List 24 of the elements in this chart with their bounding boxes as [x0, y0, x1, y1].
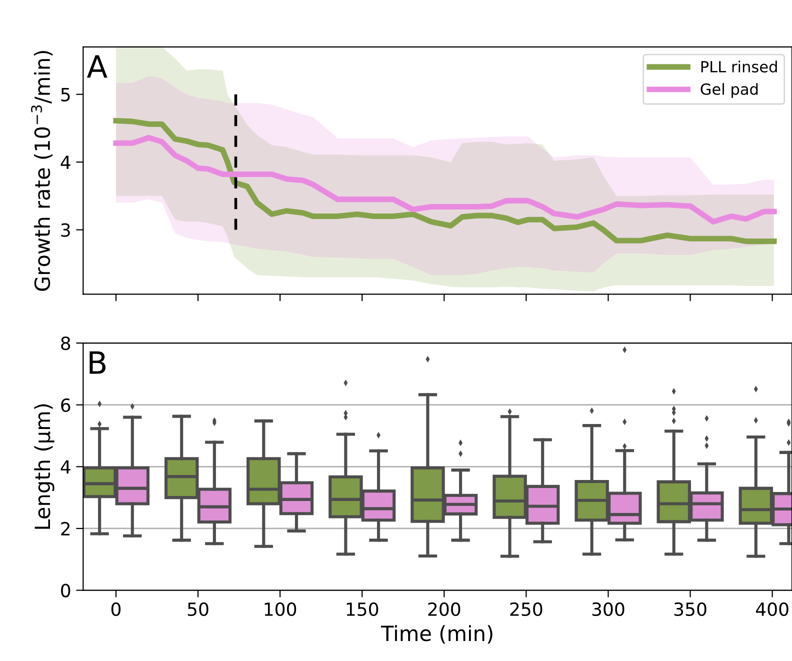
y-tick-label: 4	[60, 156, 70, 169]
y-tick-label: 6	[61, 398, 70, 412]
x-tick-label: 400	[756, 602, 788, 616]
x-tick-label: 150	[346, 602, 378, 616]
y-axis-title: Length (μm)	[34, 404, 54, 529]
legend-label: Gel pad	[700, 83, 758, 98]
y-tick-label: 2	[61, 522, 70, 536]
x-tick-label: 50	[188, 602, 208, 616]
y-tick-label: 4	[60, 460, 70, 474]
y-tick-label: 8	[61, 336, 70, 350]
legend-label: PLL rinsed	[701, 60, 777, 73]
y-tick-label: 3	[61, 223, 70, 237]
annotation: B	[90, 351, 106, 374]
annotation: A	[86, 55, 108, 78]
y-tick-label: 0	[61, 584, 70, 598]
x-tick-label: 100	[264, 602, 296, 616]
x-tick-label: 200	[428, 602, 460, 616]
x-tick-label: 350	[674, 602, 706, 616]
x-tick-label: 0	[111, 602, 121, 616]
x-axis-title: Time (min)	[380, 625, 492, 644]
y-tick-label: 5	[61, 88, 70, 102]
y-axis-title: Growth rate (10$^{−3}$/min)	[31, 51, 53, 291]
x-tick-label: 300	[592, 602, 624, 616]
x-tick-label: 250	[510, 602, 542, 616]
